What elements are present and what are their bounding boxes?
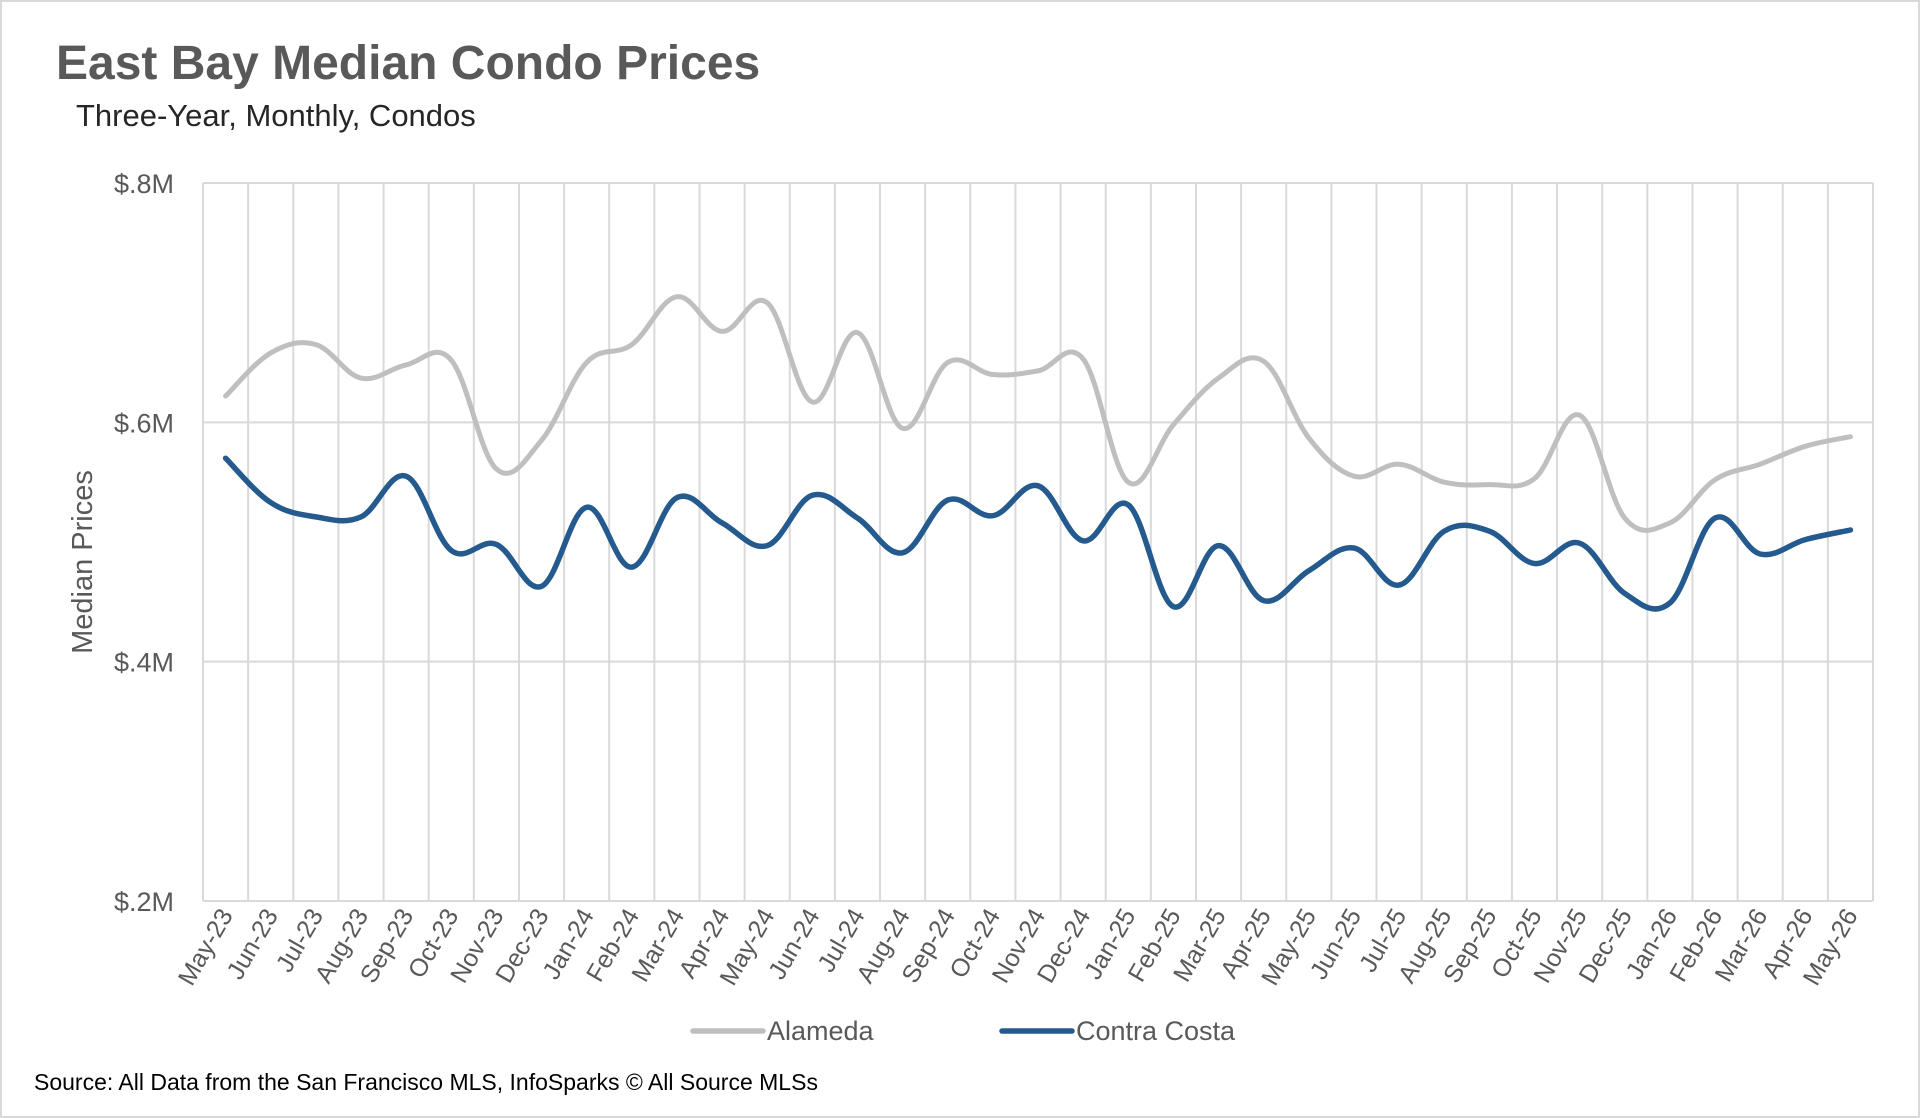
legend-label-alameda: Alameda xyxy=(767,1016,875,1046)
grid xyxy=(202,182,1874,902)
series-line-alameda xyxy=(223,294,1853,533)
chart-subtitle: Three-Year, Monthly, Condos xyxy=(76,98,476,133)
chart-title: East Bay Median Condo Prices xyxy=(56,37,761,90)
y-tick-label: $.8M xyxy=(114,169,174,199)
y-tick-label: $.4M xyxy=(114,648,174,678)
y-axis-ticks: $.2M $.4M $.6M $.8M xyxy=(114,169,174,917)
series-line-contra-costa xyxy=(222,455,1854,612)
legend-label-contra-costa: Contra Costa xyxy=(1076,1016,1236,1046)
y-tick-label: $.2M xyxy=(114,887,174,917)
legend: Alameda Contra Costa xyxy=(690,1016,1236,1046)
source-note: Source: All Data from the San Francisco … xyxy=(34,1069,818,1095)
x-tick-label: May-23 xyxy=(173,904,239,990)
series-lines xyxy=(222,294,1854,612)
y-axis-label: Median Prices xyxy=(67,470,99,654)
y-tick-label: $.6M xyxy=(114,408,174,438)
x-axis-ticks: May-23Jun-23Jul-23Aug-23Sep-23Oct-23Nov-… xyxy=(173,904,1864,990)
